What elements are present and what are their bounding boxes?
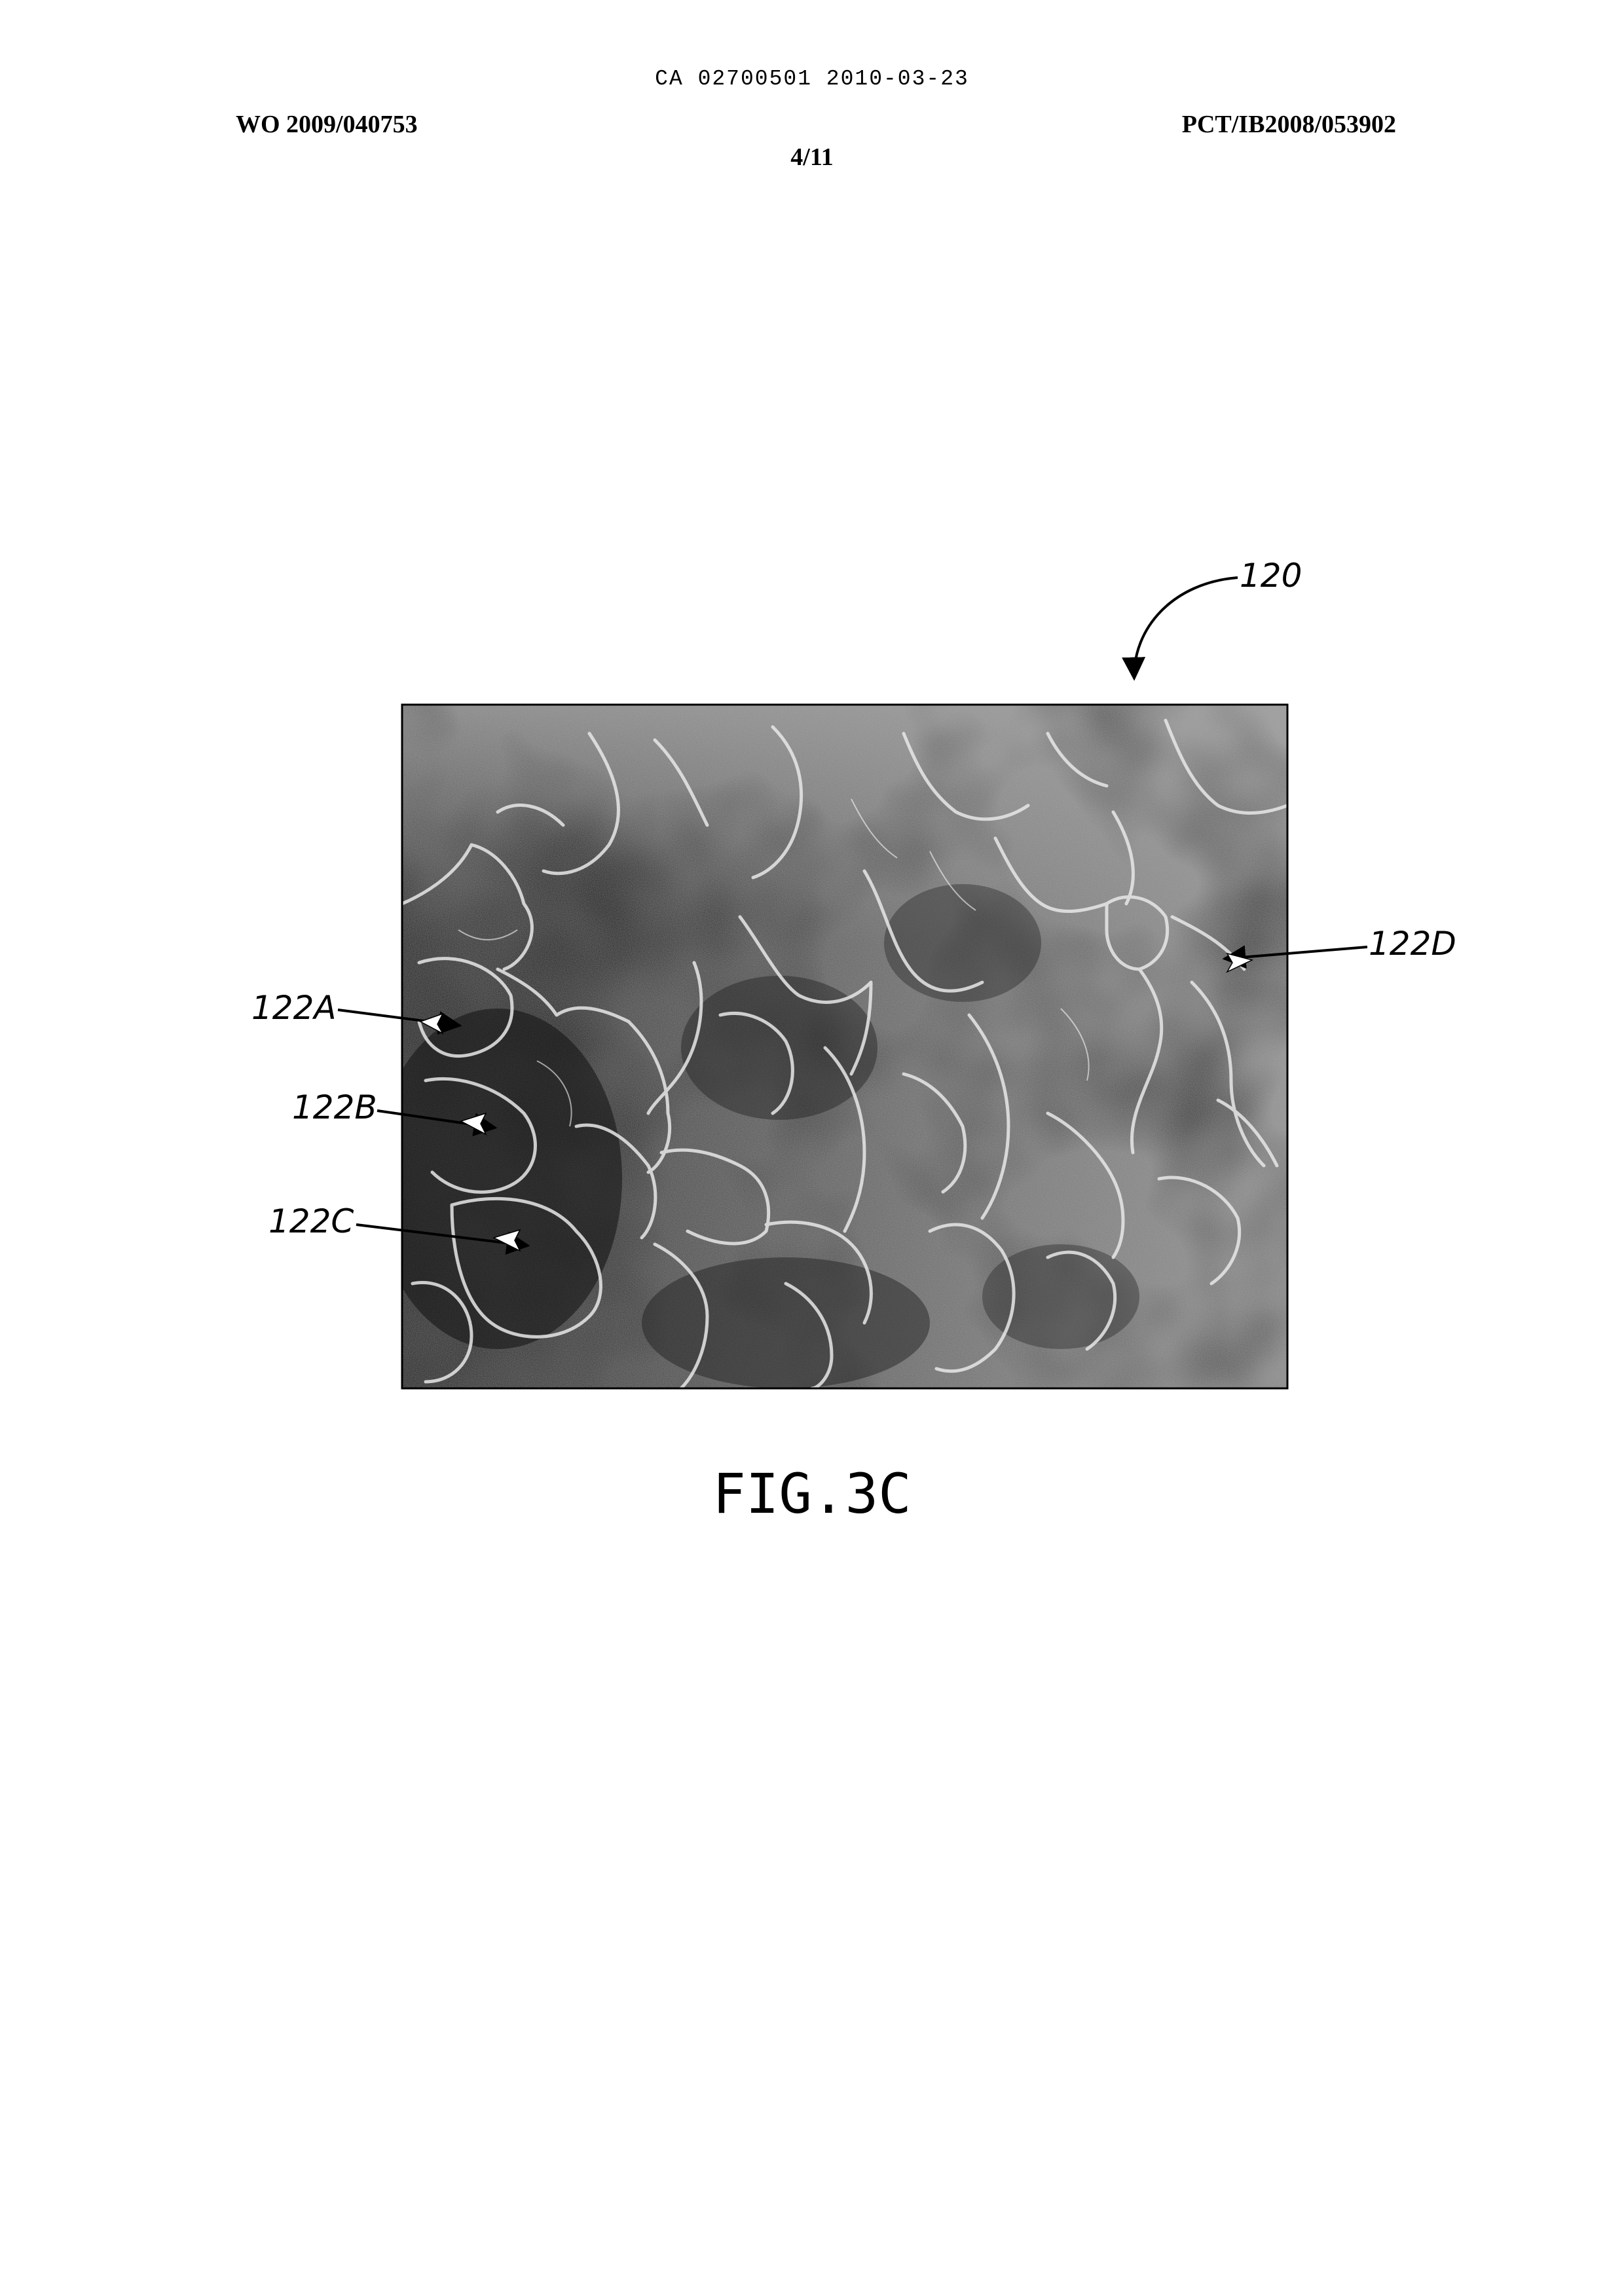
ref-label-122d: 122D <box>1369 925 1456 963</box>
micrograph-image <box>373 705 1287 1388</box>
ref-label-122b: 122B <box>292 1088 377 1126</box>
ref-label-120: 120 <box>1240 557 1302 595</box>
leader-arrow-120 <box>1134 578 1238 678</box>
ref-label-122c: 122C <box>268 1202 354 1240</box>
figure-caption: FIG.3C <box>0 1462 1624 1526</box>
ref-label-122a: 122A <box>251 989 337 1027</box>
